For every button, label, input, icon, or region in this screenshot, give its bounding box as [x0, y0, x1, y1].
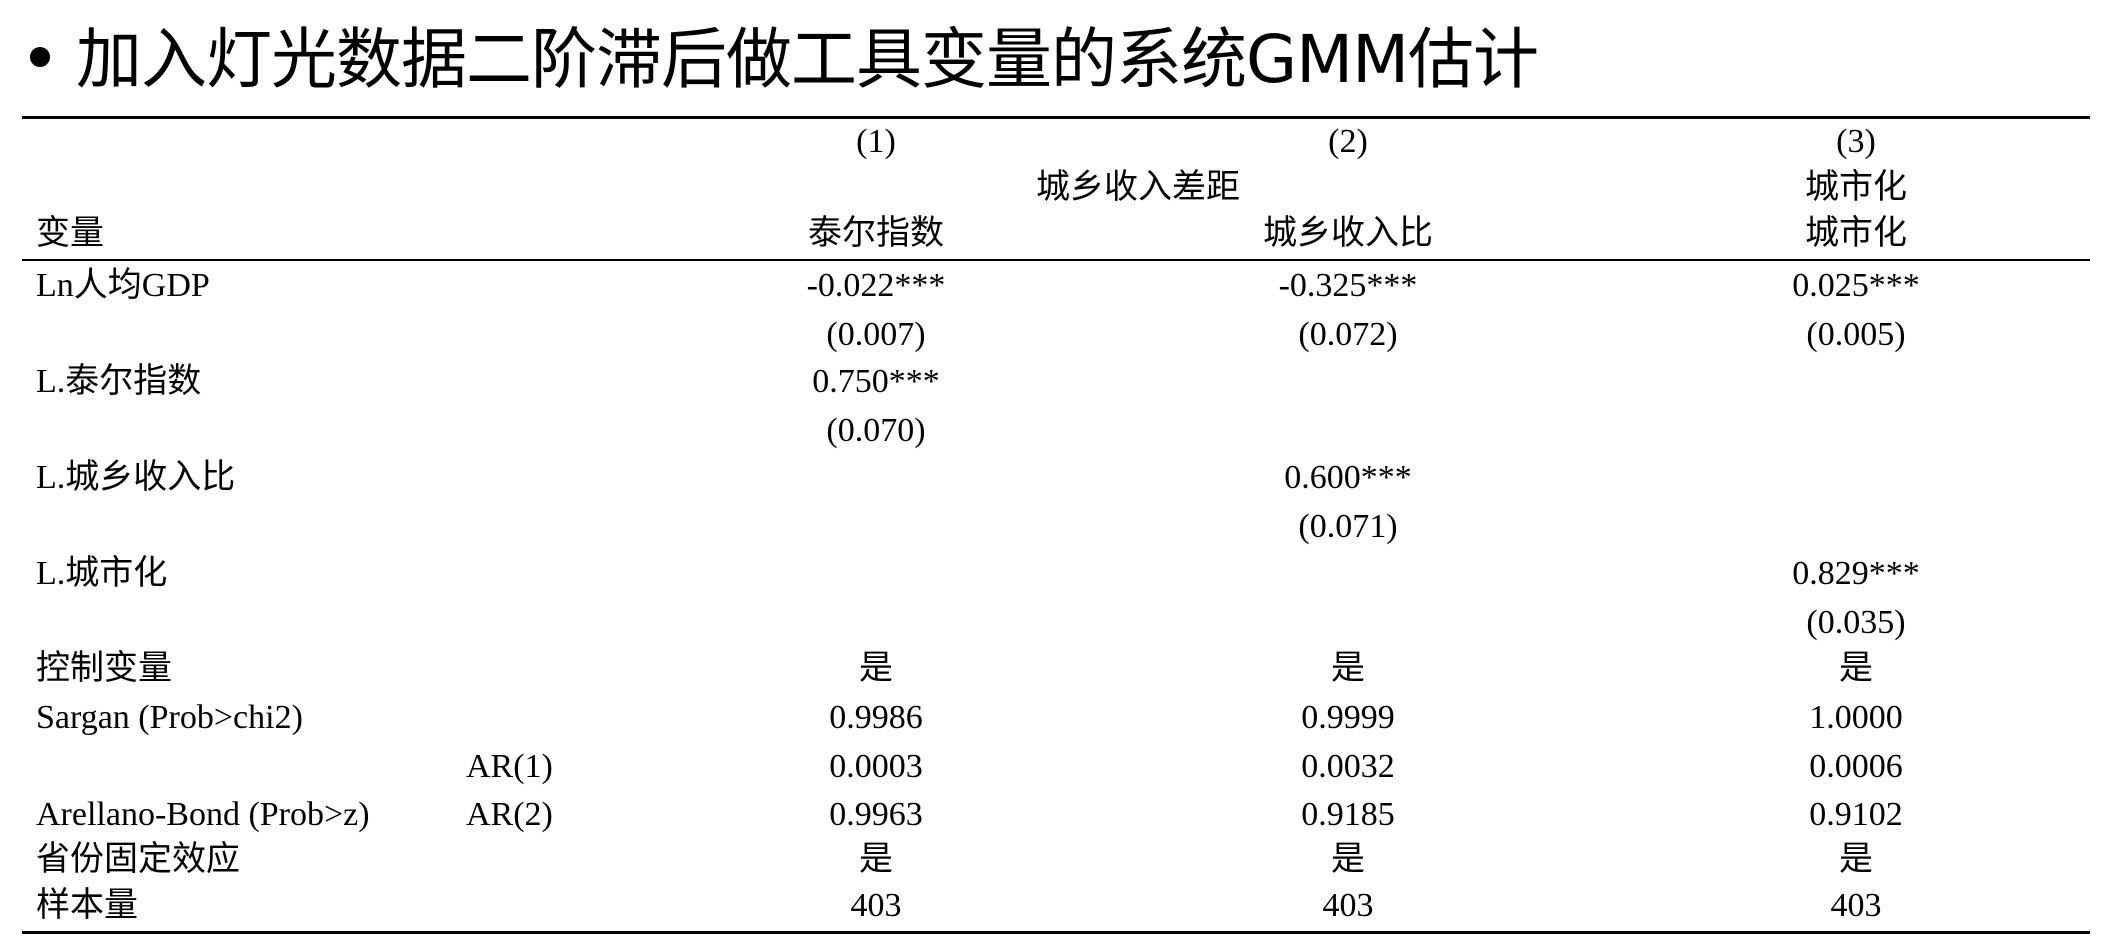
l-urban-se: (0.035)	[1806, 604, 1906, 641]
row-label-l-urban: L.城市化	[36, 555, 168, 592]
controls-value-3: 是	[1839, 650, 1873, 687]
sample-size-3: 403	[1830, 887, 1882, 924]
ar2-value-2: 0.9185	[1301, 796, 1395, 833]
dep-var-3: 城市化	[1805, 215, 1907, 252]
col-number-1: (1)	[856, 123, 896, 160]
table-top-rule	[22, 116, 2090, 119]
row-label-l-ratio: L.城乡收入比	[36, 459, 236, 496]
dep-var-1: 泰尔指数	[808, 215, 944, 252]
ar2-label: AR(2)	[466, 796, 553, 833]
sargan-value-3: 1.0000	[1809, 699, 1903, 736]
province-fe-value-1: 是	[859, 841, 893, 878]
sargan-value-2: 0.9999	[1301, 699, 1395, 736]
row-label-arellano-bond: Arellano-Bond (Prob>z)	[36, 796, 370, 833]
ln-gdp-coef-1: -0.022***	[806, 267, 946, 304]
sample-size-1: 403	[850, 887, 902, 924]
col-number-3: (3)	[1836, 123, 1876, 160]
ar1-label: AR(1)	[466, 748, 553, 785]
group-label-income-gap: 城乡收入差距	[1036, 169, 1240, 206]
row-label-ln-gdp: Ln人均GDP	[36, 267, 210, 304]
ln-gdp-coef-2: -0.325***	[1278, 267, 1418, 304]
variable-header: 变量	[36, 215, 104, 252]
sargan-value-1: 0.9986	[829, 699, 923, 736]
ln-gdp-se-2: (0.072)	[1298, 316, 1398, 353]
row-label-l-theil: L.泰尔指数	[36, 363, 202, 400]
controls-value-1: 是	[859, 650, 893, 687]
table-header-rule	[22, 259, 2090, 261]
ar1-value-1: 0.0003	[829, 748, 923, 785]
table-bottom-rule	[22, 931, 2090, 934]
slide-title: 加入灯光数据二阶滞后做工具变量的系统GMM估计	[30, 2, 1539, 106]
l-ratio-coef: 0.600***	[1284, 459, 1412, 496]
l-theil-coef: 0.750***	[812, 363, 940, 400]
ar2-value-3: 0.9102	[1809, 796, 1903, 833]
bullet-icon	[30, 47, 50, 67]
row-label-controls: 控制变量	[36, 650, 172, 687]
province-fe-value-2: 是	[1331, 841, 1365, 878]
ln-gdp-se-3: (0.005)	[1806, 316, 1906, 353]
row-label-sample-size: 样本量	[36, 887, 138, 924]
controls-value-2: 是	[1331, 650, 1365, 687]
ar1-value-2: 0.0032	[1301, 748, 1395, 785]
title-text: 加入灯光数据二阶滞后做工具变量的系统GMM估计	[76, 21, 1539, 98]
row-label-province-fe: 省份固定效应	[36, 841, 240, 878]
ln-gdp-coef-3: 0.025***	[1792, 267, 1920, 304]
sample-size-2: 403	[1322, 887, 1374, 924]
ar1-value-3: 0.0006	[1809, 748, 1903, 785]
l-theil-se: (0.070)	[826, 412, 926, 449]
ln-gdp-se-1: (0.007)	[826, 316, 926, 353]
ar2-value-1: 0.9963	[829, 796, 923, 833]
l-urban-coef: 0.829***	[1792, 555, 1920, 592]
province-fe-value-3: 是	[1839, 841, 1873, 878]
col-number-2: (2)	[1328, 123, 1368, 160]
group-label-urbanization: 城市化	[1805, 169, 1907, 206]
dep-var-2: 城乡收入比	[1263, 215, 1433, 252]
l-ratio-se: (0.071)	[1298, 508, 1398, 545]
row-label-sargan: Sargan (Prob>chi2)	[36, 699, 303, 736]
